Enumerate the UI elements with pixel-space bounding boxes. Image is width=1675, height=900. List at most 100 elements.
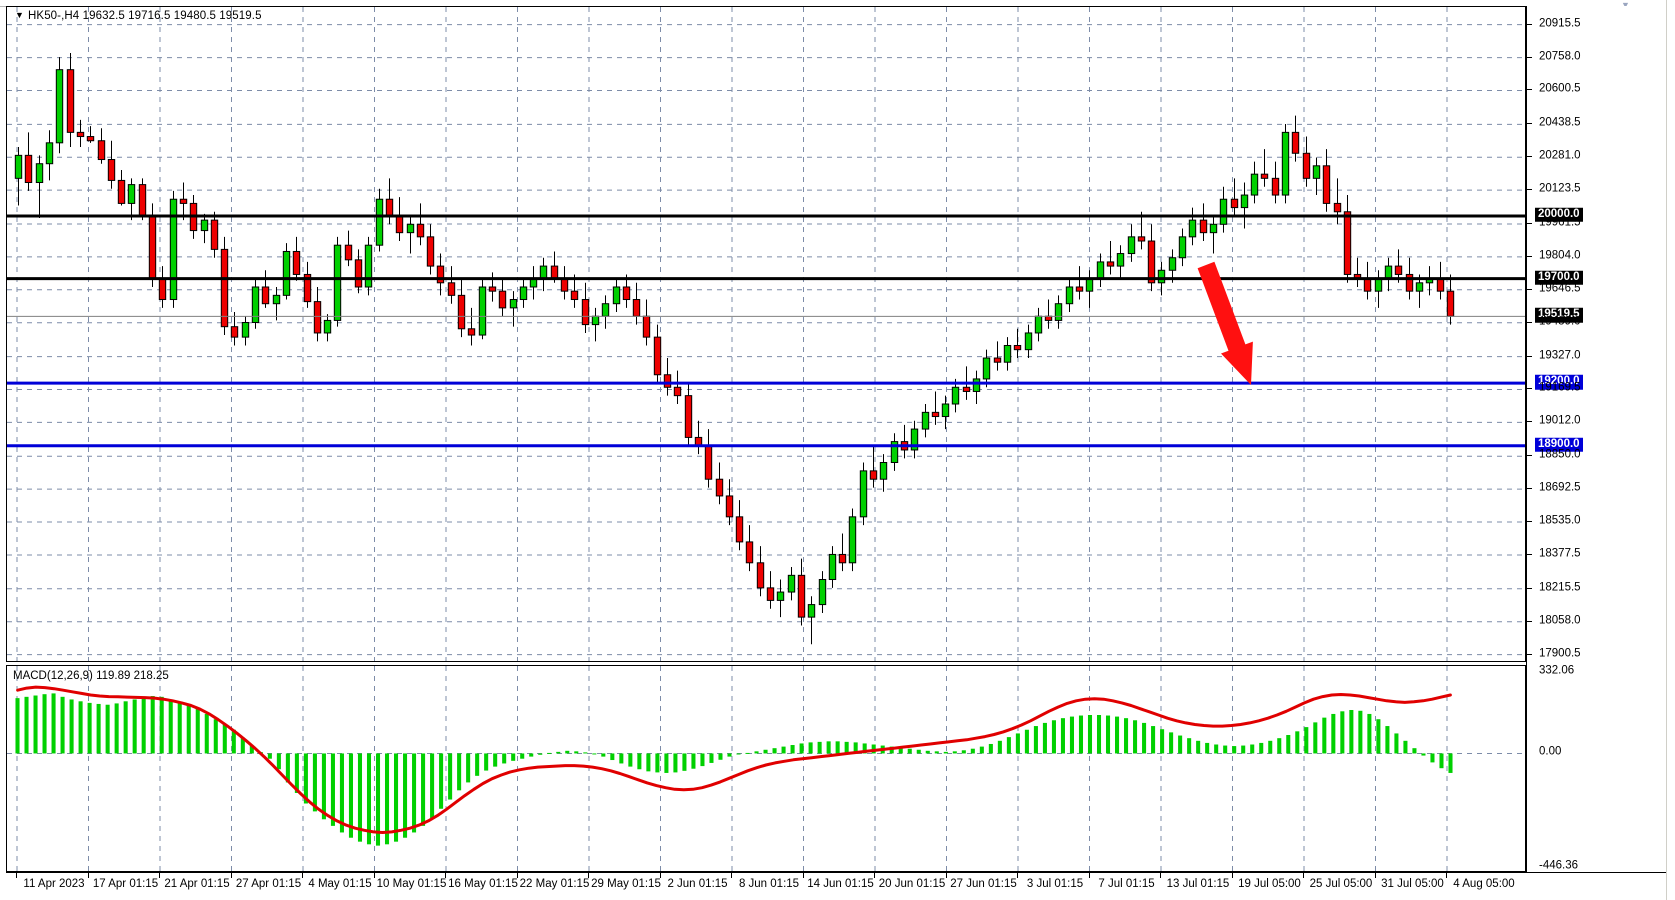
macd-series — [15, 685, 1453, 846]
price-axis-label: 18692.5 — [1539, 481, 1581, 494]
price-axis-label: 20438.5 — [1539, 116, 1581, 129]
price-axis-label: 19804.0 — [1539, 249, 1581, 262]
price-axis-tick — [1527, 488, 1532, 490]
price-axis-label: 19519.5 — [1535, 308, 1583, 323]
time-axis-tick — [731, 873, 732, 878]
time-axis-tick — [1446, 873, 1447, 878]
time-axis-tick — [87, 873, 89, 878]
price-axis-tick — [1527, 653, 1532, 655]
macd-label: MACD(12,26,9) 119.89 218.25 — [13, 670, 169, 682]
price-axis-tick — [1527, 189, 1532, 191]
time-axis-label: 31 Jul 05:00 — [1381, 878, 1444, 890]
price-axis-label: 19327.0 — [1539, 348, 1581, 361]
price-axis-label: 17900.5 — [1539, 646, 1581, 659]
price-axis-label: 20758.0 — [1539, 49, 1581, 62]
price-axis-label: 18377.5 — [1539, 547, 1581, 560]
price-axis-label: 18058.0 — [1539, 613, 1581, 626]
time-axis-label: 21 Apr 01:15 — [164, 878, 230, 890]
time-axis-label: 4 May 01:15 — [308, 878, 372, 890]
time-axis-tick — [1231, 873, 1233, 878]
price-axis-label: 19489.0 — [1539, 314, 1581, 327]
price-axis-label: 20915.5 — [1539, 16, 1581, 29]
time-axis-label: 11 Apr 2023 — [23, 878, 85, 890]
macd-axis-label: 332.06 — [1539, 664, 1575, 677]
time-axis-label: 10 May 01:15 — [376, 878, 447, 890]
time-axis-tick — [1160, 873, 1161, 878]
time-axis-tick — [1017, 873, 1018, 878]
price-axis-tick — [1527, 89, 1532, 91]
price-axis-label: 18535.0 — [1539, 514, 1581, 527]
symbol-ohlc-text: HK50-,H4 19632.5 19716.5 19480.5 19519.5 — [28, 10, 262, 22]
time-axis-label: 13 Jul 01:15 — [1166, 878, 1230, 890]
time-axis-tick — [945, 873, 947, 878]
time-axis-tick — [1303, 873, 1304, 878]
time-axis-tick — [874, 873, 875, 878]
time-axis-tick — [588, 873, 589, 878]
price-axis-tick — [1527, 521, 1532, 523]
price-axis[interactable]: 20915.5 20758.0 20600.5 20438.5 20281.0 20123… — [1526, 6, 1669, 872]
time-axis-tick — [230, 873, 232, 878]
symbol-ohlc-header: ▼ HK50-,H4 19632.5 19716.5 19480.5 19519.… — [15, 10, 262, 22]
price-axis-label: 20000.0 — [1535, 207, 1583, 223]
time-axis-tick — [516, 873, 518, 878]
price-axis-label: 20600.5 — [1539, 82, 1581, 95]
time-axis-label: 2 Jun 01:15 — [667, 878, 728, 890]
price-chart-pane[interactable]: ▼ HK50-,H4 19632.5 19716.5 19480.5 19519.… — [6, 6, 1526, 662]
price-axis-tick — [1527, 388, 1532, 390]
time-axis-label: 14 Jun 01:15 — [807, 878, 874, 890]
time-axis-label: 3 Jul 01:15 — [1026, 878, 1084, 890]
time-axis-label: 8 Jun 01:15 — [738, 878, 800, 890]
time-axis-tick — [1374, 873, 1376, 878]
time-axis-label: 22 May 01:15 — [519, 878, 590, 890]
time-axis-label: 17 Apr 01:15 — [92, 878, 159, 890]
time-axis[interactable]: 11 Apr 2023 17 Apr 01:15 21 Apr 01:15 27 Ap… — [6, 872, 1670, 900]
time-axis-label: 7 Jul 01:15 — [1098, 878, 1155, 890]
time-axis-label: 25 Jul 05:00 — [1309, 878, 1373, 890]
price-axis-label: 18900.0 — [1535, 437, 1583, 453]
price-axis-label: 19169.5 — [1539, 381, 1581, 394]
annotation-layer[interactable] — [7, 7, 1525, 661]
time-axis-label: 16 May 01:15 — [448, 878, 518, 890]
scroll-indicator[interactable]: ▼ — [1621, 0, 1630, 10]
time-axis-label: 27 Apr 01:15 — [235, 878, 302, 890]
price-axis-tick — [1527, 421, 1532, 423]
time-axis-label: 4 Aug 05:00 — [1453, 878, 1515, 890]
time-axis-label: 27 Jun 01:15 — [950, 878, 1017, 890]
price-axis-tick — [1527, 288, 1532, 290]
price-axis-label: 19961.5 — [1539, 216, 1581, 229]
time-axis-tick — [159, 873, 160, 878]
price-axis-label: 18850.0 — [1539, 448, 1581, 461]
time-axis-tick — [302, 873, 303, 878]
candlestick-series — [7, 52, 1525, 645]
time-axis-tick — [659, 873, 661, 878]
time-axis-label: 29 May 01:15 — [591, 878, 661, 890]
price-axis-tick — [1527, 56, 1532, 58]
price-axis-label: 20123.5 — [1539, 182, 1581, 195]
time-axis-tick — [445, 873, 446, 878]
price-axis-label: 18215.5 — [1539, 581, 1581, 594]
macd-pane[interactable]: MACD(12,26,9) 119.89 218.25 — [6, 665, 1526, 872]
price-axis-tick — [1527, 255, 1532, 257]
collapse-icon[interactable]: ▼ — [15, 10, 25, 20]
time-axis-tick — [1088, 873, 1090, 878]
price-axis-tick — [1527, 355, 1532, 357]
price-axis-tick — [1527, 455, 1532, 457]
price-axis-label: 19700.0 — [1535, 270, 1583, 285]
macd-axis-label: 0.00 — [1539, 745, 1562, 758]
price-axis-label: 19200.0 — [1535, 374, 1583, 390]
time-axis-label: 20 Jun 01:15 — [878, 878, 946, 890]
price-axis-tick — [1527, 620, 1532, 622]
price-axis-tick — [1527, 222, 1532, 224]
price-grid — [7, 7, 1525, 661]
price-axis-label: 19646.5 — [1539, 282, 1581, 295]
time-axis-tick — [802, 873, 804, 878]
price-axis-label: 19012.0 — [1539, 414, 1581, 427]
price-axis-tick — [1527, 587, 1532, 589]
price-axis-tick — [1527, 553, 1532, 555]
macd-axis-label: -446.36 — [1539, 859, 1579, 872]
window-right-strip — [1666, 0, 1675, 900]
price-axis-tick — [1527, 123, 1532, 125]
time-axis-label: 19 Jul 05:00 — [1238, 878, 1301, 890]
time-axis-tick — [373, 873, 375, 878]
